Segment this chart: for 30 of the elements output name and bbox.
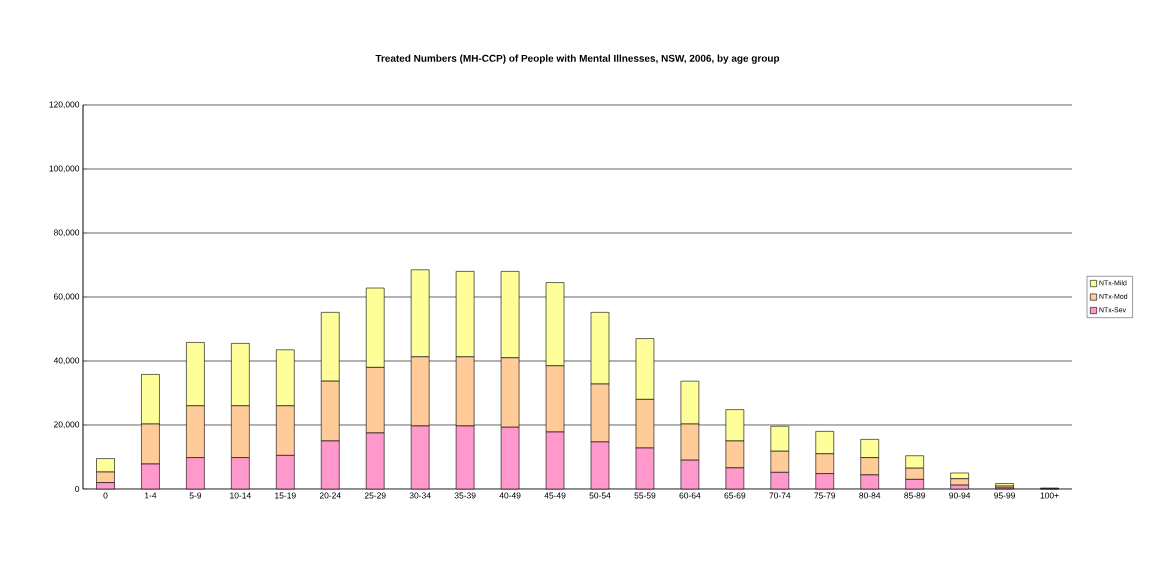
- chart-title: Treated Numbers (MH-CCP) of People with Mental Illnesses, NSW, 2006, by age group: [375, 54, 780, 64]
- y-tick-label: 120,000: [49, 101, 80, 109]
- y-tick-label: 20,000: [54, 421, 80, 429]
- x-tick-label: 60-64: [679, 492, 701, 499]
- x-tick-label: 85-89: [904, 492, 926, 499]
- x-tick-label: 15-19: [275, 492, 296, 499]
- x-tick-label: 95-99: [994, 492, 1016, 499]
- x-tick-label: 5-9: [189, 492, 202, 499]
- x-tick-label: 25-29: [364, 492, 386, 499]
- x-tick-label: 90-94: [949, 492, 971, 499]
- x-tick-label: 10-14: [230, 492, 251, 499]
- y-tick-label: 40,000: [53, 357, 80, 365]
- x-tick-label: 45-49: [544, 492, 566, 499]
- x-tick-label: 0: [103, 492, 108, 499]
- x-tick-label: 65-69: [724, 492, 746, 499]
- x-tick-label: 55-59: [634, 492, 656, 499]
- y-tick-label: 80,000: [53, 229, 80, 237]
- x-tick-label: 1-4: [144, 492, 157, 499]
- x-tick-label: 50-54: [589, 492, 611, 499]
- y-tick-label: 0: [75, 485, 80, 492]
- x-tick-label: 75-79: [814, 492, 836, 499]
- x-tick-label: 30-34: [409, 492, 431, 499]
- x-tick-label: 100+: [1040, 492, 1059, 499]
- x-tick-label: 20-24: [319, 492, 341, 499]
- x-tick-label: 80-84: [859, 492, 881, 499]
- x-tick-label: 35-39: [454, 492, 476, 499]
- x-tick-label: 40-49: [499, 492, 521, 499]
- x-tick-label: 70-74: [769, 492, 791, 499]
- y-tick-label: 60,000: [54, 293, 80, 301]
- y-tick-label: 100,000: [49, 165, 80, 173]
